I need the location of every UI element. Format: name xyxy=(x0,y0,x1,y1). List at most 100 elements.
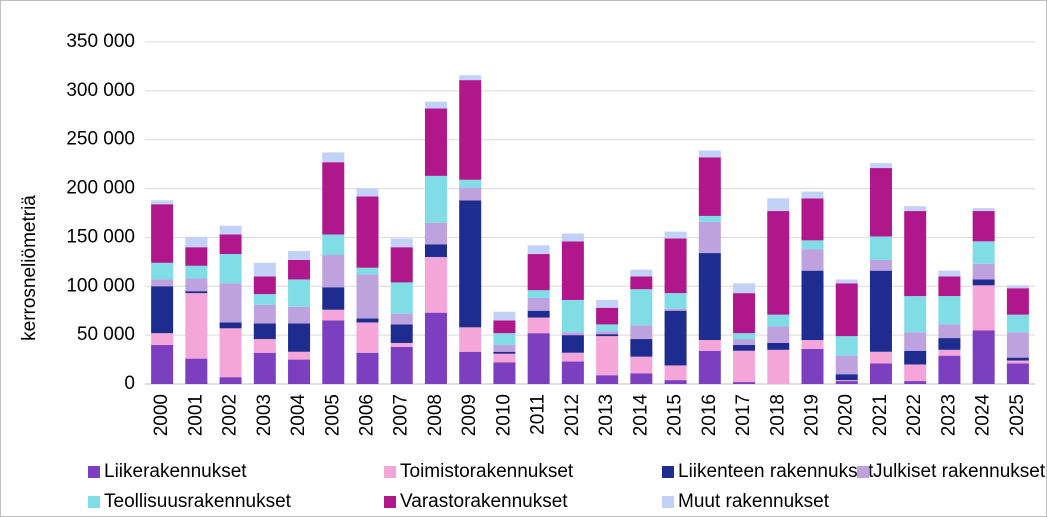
bar-segment xyxy=(151,200,174,205)
bar-segment xyxy=(219,283,242,323)
bar-segment xyxy=(733,283,756,294)
bar-segment xyxy=(253,339,276,353)
bar-segment xyxy=(835,355,858,375)
bar-segment xyxy=(219,328,242,378)
bar-segment xyxy=(356,322,379,353)
bar-segment xyxy=(869,259,892,271)
bar-segment xyxy=(390,342,413,347)
x-tick-label: 2000 xyxy=(151,394,172,436)
bar-segment xyxy=(869,163,892,169)
bar-segment xyxy=(1006,357,1029,361)
bar-segment xyxy=(561,332,584,336)
legend-label: Toimistorakennukset xyxy=(400,461,574,482)
bar-segment xyxy=(767,342,790,350)
bar-segment xyxy=(767,198,790,212)
bar-segment xyxy=(253,276,276,295)
bar-segment xyxy=(288,323,311,352)
legend-label: Muut rakennukset xyxy=(678,491,830,512)
bar-segment xyxy=(801,249,824,271)
bar-segment xyxy=(493,353,516,363)
bar-segment xyxy=(664,308,687,311)
bar-segment xyxy=(185,278,208,292)
legend-swatch xyxy=(384,496,396,508)
bar-segment xyxy=(938,296,961,325)
legend-label: Varastorakennukset xyxy=(400,491,568,512)
bar-segment xyxy=(1006,285,1029,289)
bar-segment xyxy=(596,336,619,376)
x-tick-label: 2003 xyxy=(254,394,275,436)
bar-segment xyxy=(185,237,208,248)
bar-segment xyxy=(664,380,687,384)
bar-segment xyxy=(151,333,174,345)
bar-segment xyxy=(938,270,961,277)
bar-segment xyxy=(698,157,721,216)
bar-segment xyxy=(322,162,345,235)
bar-segment xyxy=(869,270,892,352)
x-tick-label: 2005 xyxy=(322,394,343,436)
legend-swatch xyxy=(662,466,674,478)
bar-segment xyxy=(459,200,482,328)
x-tick-label: 2021 xyxy=(870,394,891,436)
bar-segment xyxy=(938,355,961,384)
legend-swatch xyxy=(662,496,674,508)
x-tick-label: 2012 xyxy=(562,394,583,436)
x-tick-label: 2009 xyxy=(459,394,480,436)
bar-segment xyxy=(698,215,721,222)
bar-segment xyxy=(664,238,687,294)
bar-segment xyxy=(733,382,756,384)
bar-segment xyxy=(185,358,208,384)
bar-segment xyxy=(904,211,927,297)
bar-segment xyxy=(1006,360,1029,364)
bar-segment xyxy=(390,313,413,325)
bar-segment xyxy=(938,338,961,350)
bar-segment xyxy=(835,279,858,284)
bar-segment xyxy=(698,253,721,341)
bar-segment xyxy=(835,381,858,384)
bar-segment xyxy=(356,274,379,319)
x-tick-label: 2016 xyxy=(699,394,720,436)
bar-segment xyxy=(288,306,311,324)
bar-segment xyxy=(219,254,242,284)
bar-segment xyxy=(561,335,584,353)
bar-segment xyxy=(561,299,584,333)
bar-segment xyxy=(185,265,208,279)
bar-segment xyxy=(561,233,584,242)
bar-segment xyxy=(733,344,756,351)
y-tick-label: 100 000 xyxy=(66,275,135,296)
x-tick-label: 2006 xyxy=(357,394,378,436)
bar-segment xyxy=(630,269,653,277)
bar-segment xyxy=(424,101,447,109)
bar-segment xyxy=(869,351,892,364)
x-tick-label: 2020 xyxy=(836,394,857,436)
bar-segment xyxy=(767,314,790,327)
bar-segment xyxy=(493,311,516,321)
bar-segment xyxy=(596,324,619,332)
x-tick-label: 2002 xyxy=(220,394,241,436)
bar-segment xyxy=(253,294,276,305)
bar-segment xyxy=(596,375,619,384)
bar-segment xyxy=(288,259,311,280)
bar-segment xyxy=(698,350,721,384)
bar-segment xyxy=(322,234,345,256)
bar-segment xyxy=(698,221,721,254)
bar-segment xyxy=(253,304,276,324)
bar-segment xyxy=(972,285,995,331)
x-tick-label: 2001 xyxy=(185,394,206,436)
bar-segment xyxy=(630,373,653,384)
y-tick-label: 350 000 xyxy=(66,31,135,52)
bar-segment xyxy=(185,291,208,294)
bar-segment xyxy=(835,374,858,381)
bar-segment xyxy=(390,324,413,343)
legend-swatch xyxy=(88,496,100,508)
bar-segment xyxy=(288,351,311,360)
bar-segment xyxy=(561,352,584,362)
bar-segment xyxy=(596,307,619,325)
bar-segment xyxy=(835,283,858,337)
bar-segment xyxy=(972,211,995,242)
bar-segment xyxy=(424,222,447,245)
bar-segment xyxy=(938,276,961,297)
bar-segment xyxy=(596,334,619,337)
y-tick-label: 0 xyxy=(124,373,135,394)
bar-segment xyxy=(390,247,413,283)
bar-segment xyxy=(151,204,174,263)
